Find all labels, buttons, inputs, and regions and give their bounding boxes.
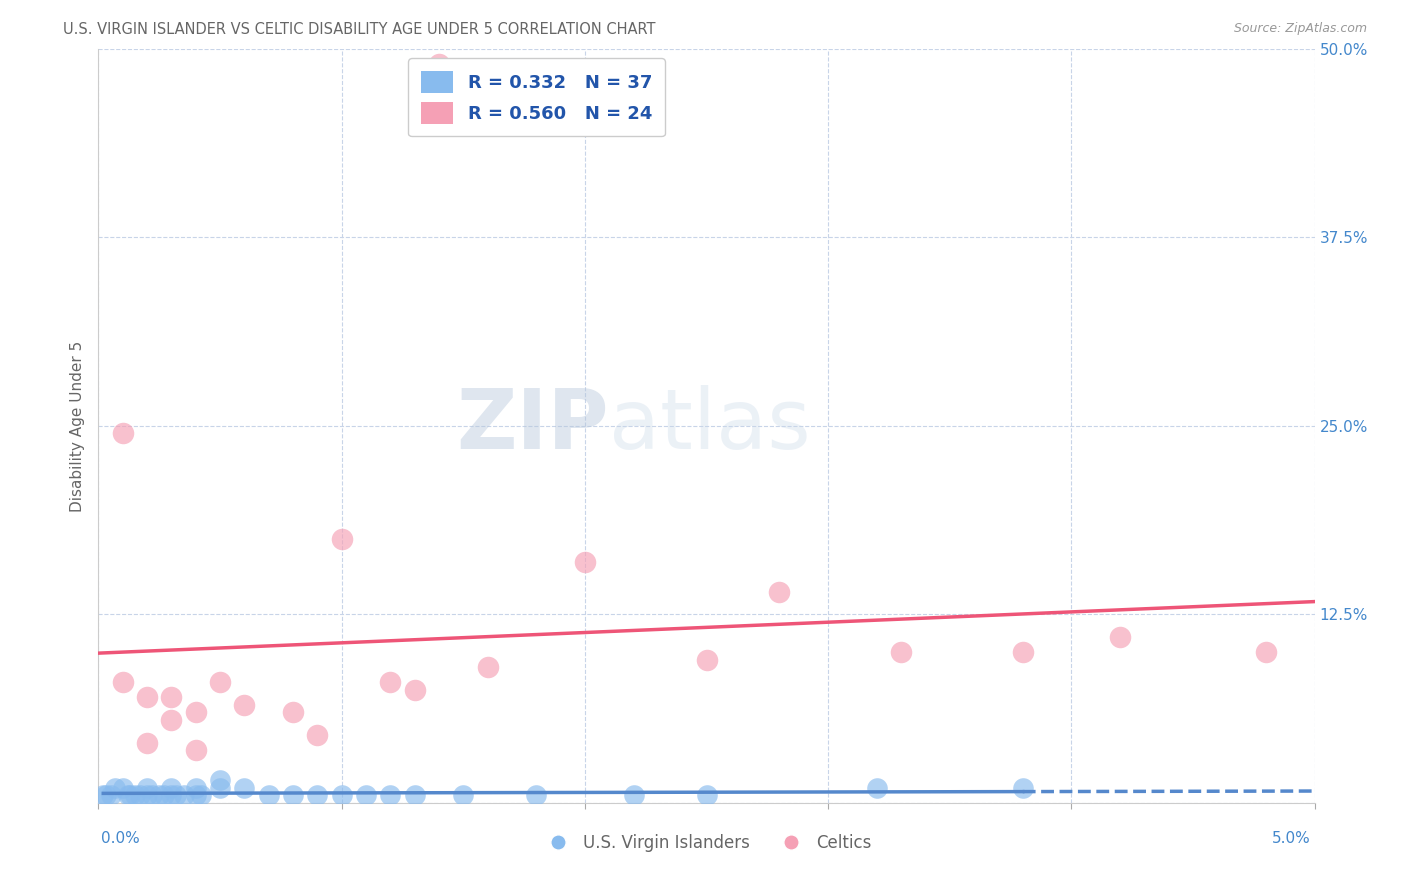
- Point: [477, 660, 499, 674]
- Point: [233, 698, 256, 712]
- Point: [257, 789, 280, 803]
- Point: [124, 789, 146, 803]
- Point: [141, 789, 163, 803]
- Text: 5.0%: 5.0%: [1271, 831, 1310, 846]
- Text: Source: ZipAtlas.com: Source: ZipAtlas.com: [1233, 22, 1367, 36]
- Point: [281, 789, 304, 803]
- Point: [866, 780, 889, 795]
- Point: [768, 584, 790, 599]
- Point: [184, 780, 207, 795]
- Text: ZIP: ZIP: [457, 385, 609, 467]
- Point: [94, 789, 117, 803]
- Point: [890, 645, 912, 659]
- Point: [696, 652, 718, 666]
- Point: [136, 780, 159, 795]
- Point: [111, 426, 134, 441]
- Point: [128, 789, 150, 803]
- Point: [209, 780, 232, 795]
- Point: [184, 706, 207, 720]
- Point: [160, 789, 183, 803]
- Point: [1109, 630, 1132, 644]
- Text: U.S. VIRGIN ISLANDER VS CELTIC DISABILITY AGE UNDER 5 CORRELATION CHART: U.S. VIRGIN ISLANDER VS CELTIC DISABILIT…: [63, 22, 655, 37]
- Point: [623, 789, 645, 803]
- Point: [380, 789, 402, 803]
- Point: [524, 789, 547, 803]
- Y-axis label: Disability Age Under 5: Disability Age Under 5: [69, 341, 84, 511]
- Point: [117, 789, 139, 803]
- Point: [209, 773, 232, 788]
- Point: [1011, 645, 1033, 659]
- Point: [91, 789, 114, 803]
- Point: [160, 780, 183, 795]
- Point: [184, 789, 207, 803]
- Point: [160, 713, 183, 727]
- Point: [404, 789, 426, 803]
- Point: [427, 57, 450, 71]
- Point: [104, 780, 127, 795]
- Point: [1011, 780, 1033, 795]
- Point: [696, 789, 718, 803]
- Point: [330, 532, 353, 546]
- Point: [330, 789, 353, 803]
- Text: 0.0%: 0.0%: [101, 831, 141, 846]
- Point: [354, 789, 377, 803]
- Point: [173, 789, 195, 803]
- Point: [281, 706, 304, 720]
- Point: [307, 789, 329, 803]
- Point: [1254, 645, 1277, 659]
- Point: [165, 789, 187, 803]
- Point: [160, 690, 183, 705]
- Point: [574, 555, 596, 569]
- Point: [307, 728, 329, 742]
- Point: [111, 675, 134, 690]
- Point: [184, 743, 207, 757]
- Text: atlas: atlas: [609, 385, 811, 467]
- Point: [380, 675, 402, 690]
- Point: [453, 789, 475, 803]
- Point: [233, 780, 256, 795]
- Point: [209, 675, 232, 690]
- Point: [136, 789, 159, 803]
- Legend: U.S. Virgin Islanders, Celtics: U.S. Virgin Islanders, Celtics: [534, 827, 879, 858]
- Point: [404, 682, 426, 697]
- Point: [136, 735, 159, 749]
- Point: [111, 780, 134, 795]
- Point: [153, 789, 176, 803]
- Point: [118, 789, 141, 803]
- Point: [190, 789, 212, 803]
- Point: [136, 690, 159, 705]
- Point: [100, 789, 122, 803]
- Point: [148, 789, 170, 803]
